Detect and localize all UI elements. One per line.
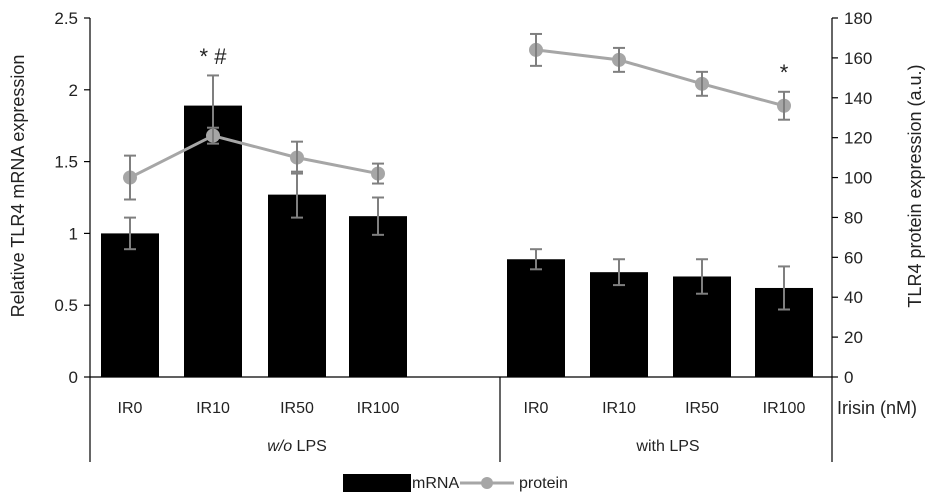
error-bar-mrna-4 xyxy=(530,248,542,271)
right-tick-label-8: 160 xyxy=(844,49,872,68)
error-bar-mrna-3 xyxy=(372,196,384,236)
error-bar-protein-2 xyxy=(291,140,303,175)
bar-mrna-1 xyxy=(184,105,242,377)
right-tick-label-3: 60 xyxy=(844,248,863,267)
right-axis-title: TLR4 protein expression (a.u.) xyxy=(905,64,925,307)
bar-mrna-5 xyxy=(590,272,648,377)
legend-protein-label: protein xyxy=(519,475,568,492)
error-bar-mrna-5 xyxy=(613,258,625,287)
error-bar-protein-7 xyxy=(778,90,790,121)
left-tick-label-5: 2.5 xyxy=(54,9,78,28)
legend-mrna-label: mRNA xyxy=(412,475,459,492)
bar-mrna-2 xyxy=(268,194,326,377)
bar-mrna-3 xyxy=(349,216,407,377)
right-tick-label-6: 120 xyxy=(844,129,872,148)
right-tick-label-7: 140 xyxy=(844,89,872,108)
category-label-0: IR0 xyxy=(118,400,143,417)
category-label-1: IR10 xyxy=(196,400,230,417)
axes: 0 0.5 1 1.5 2 2.5 0 20 40 60 80 100 120 140 160 180 IR0 I… xyxy=(54,9,872,462)
mrna-bars xyxy=(101,105,813,377)
legend-protein-marker xyxy=(481,477,493,489)
right-tick-label-1: 20 xyxy=(844,328,863,347)
left-tick-label-0: 0 xyxy=(69,368,78,387)
error-bar-protein-0 xyxy=(124,154,136,201)
error-bar-protein-5 xyxy=(613,46,625,73)
significance-marker-0: * # xyxy=(200,44,228,69)
category-label-6: IR50 xyxy=(685,400,719,417)
right-tick-label-5: 100 xyxy=(844,169,872,188)
group-label-rest: LPS xyxy=(292,438,327,455)
error-bar-mrna-0 xyxy=(124,216,136,251)
category-label-5: IR10 xyxy=(602,400,636,417)
legend-mrna-swatch xyxy=(343,474,411,492)
group-label-without-lps: w/o LPS xyxy=(267,438,327,455)
left-tick-label-1: 0.5 xyxy=(54,296,78,315)
left-tick-label-3: 1.5 xyxy=(54,153,78,172)
mrna-error-bars xyxy=(124,74,790,311)
group-label-with-lps: with LPS xyxy=(635,438,699,455)
significance-marker-1: * xyxy=(780,60,789,85)
left-tick-label-4: 2 xyxy=(69,81,78,100)
category-label-7: IR100 xyxy=(763,400,806,417)
group-label-italic: w/o xyxy=(267,438,292,455)
error-bar-protein-4 xyxy=(530,32,542,67)
x-axis-title: Irisin (nM) xyxy=(837,398,917,418)
bar-mrna-4 xyxy=(507,259,565,377)
protein-line-segment-0 xyxy=(129,134,379,179)
right-tick-label-2: 40 xyxy=(844,288,863,307)
bar-mrna-0 xyxy=(101,233,159,377)
left-axis-title: Relative TLR4 mRNA expression xyxy=(8,55,28,318)
right-tick-label-0: 0 xyxy=(844,368,853,387)
error-bar-protein-3 xyxy=(372,162,384,185)
legend: mRNA protein xyxy=(343,474,568,492)
right-tick-label-9: 180 xyxy=(844,9,872,28)
significance-annotations: * # * xyxy=(200,44,789,85)
left-tick-label-2: 1 xyxy=(69,224,78,243)
category-label-2: IR50 xyxy=(280,400,314,417)
error-bar-mrna-7 xyxy=(778,265,790,311)
category-label-3: IR100 xyxy=(357,400,400,417)
error-bar-protein-6 xyxy=(696,70,708,97)
protein-error-bars xyxy=(124,32,790,201)
category-label-4: IR0 xyxy=(524,400,549,417)
error-bar-protein-1 xyxy=(207,126,219,145)
error-bar-mrna-6 xyxy=(696,258,708,295)
protein-line-segment-1 xyxy=(535,48,785,108)
right-tick-label-4: 80 xyxy=(844,208,863,227)
